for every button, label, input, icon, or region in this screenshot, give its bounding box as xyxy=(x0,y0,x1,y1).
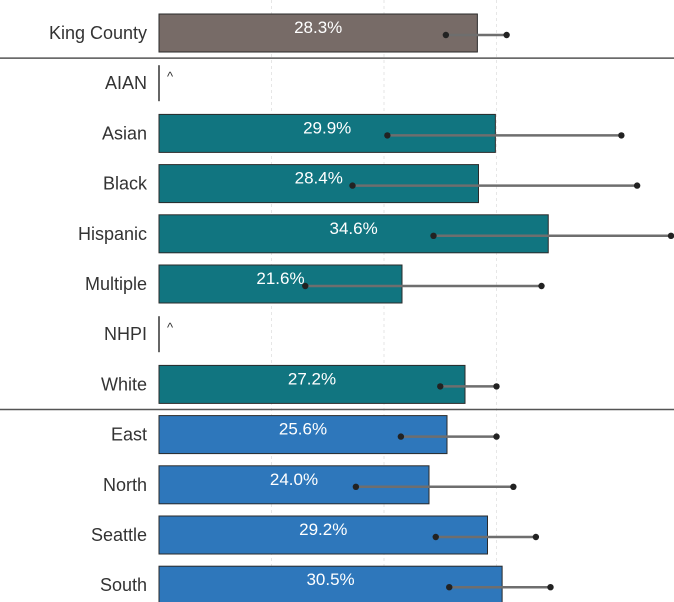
row-black-value-label: 28.4% xyxy=(295,169,343,188)
row-black-ci-low-dot xyxy=(349,182,356,189)
row-king-county-ci-high-dot xyxy=(503,31,510,39)
row-south-bar xyxy=(158,565,503,602)
row-south-ci-low-dot xyxy=(446,584,453,591)
row-asian-value-label: 29.9% xyxy=(303,118,351,137)
row-asian-ci-low-dot xyxy=(384,132,391,139)
row-black-ci-high-dot xyxy=(633,182,641,189)
row-south-value-label: 30.5% xyxy=(306,570,354,589)
row-black-label: Black xyxy=(103,174,148,194)
row-north-ci-high-dot xyxy=(510,483,517,490)
row-multiple-ci-low-dot xyxy=(302,282,309,290)
row-black-bar xyxy=(158,164,479,204)
row-north-value-label: 24.0% xyxy=(270,470,318,489)
row-hispanic-ci-high-dot xyxy=(667,232,674,239)
row-asian-ci-high-dot xyxy=(618,132,625,139)
row-hispanic-value-label: 34.6% xyxy=(330,219,378,238)
row-aian-suppressed-mark: ^ xyxy=(167,69,174,84)
row-seattle-value-label: 29.2% xyxy=(299,520,347,539)
row-hispanic-label: Hispanic xyxy=(78,224,147,244)
row-nhpi-label: NHPI xyxy=(104,324,147,344)
row-north-bar xyxy=(158,465,430,505)
row-seattle-bar xyxy=(158,515,488,555)
row-south-label: South xyxy=(100,575,147,595)
row-aian-label: AIAN xyxy=(105,73,147,93)
row-multiple-value-label: 21.6% xyxy=(256,269,304,288)
row-white-label: White xyxy=(101,374,147,394)
group-separators xyxy=(0,57,674,411)
row-king-county-value-label: 28.3% xyxy=(294,18,342,37)
row-seattle-label: Seattle xyxy=(91,525,147,545)
row-north-label: North xyxy=(103,475,147,495)
row-nhpi-suppressed-mark: ^ xyxy=(167,320,174,335)
row-south-ci-high-dot xyxy=(547,584,554,591)
row-king-county-bar xyxy=(158,13,478,53)
row-multiple-ci-high-dot xyxy=(538,282,545,290)
row-hispanic-ci-low-dot xyxy=(430,232,437,239)
bars: King County 28.3% AIAN ^ Asian 29.9% Black 28.4… xyxy=(49,13,674,602)
row-multiple-bar xyxy=(158,264,403,304)
row-hispanic-bar xyxy=(158,214,549,254)
row-white-value-label: 27.2% xyxy=(288,369,336,388)
row-seattle-ci-high-dot xyxy=(532,533,540,541)
row-east-label: East xyxy=(111,425,147,445)
row-king-county-ci-low-dot xyxy=(442,31,450,39)
row-east-ci-high-dot xyxy=(493,433,500,440)
row-king-county-label: King County xyxy=(49,23,147,43)
row-asian-bar xyxy=(158,113,496,153)
row-east-ci-low-dot xyxy=(397,433,405,440)
row-white-bar xyxy=(158,364,466,404)
row-asian-label: Asian xyxy=(102,123,147,143)
row-white-ci-low-dot xyxy=(437,383,444,390)
row-north-ci-low-dot xyxy=(352,483,360,490)
row-multiple-label: Multiple xyxy=(85,274,147,294)
row-white-ci-high-dot xyxy=(493,383,500,390)
row-east-value-label: 25.6% xyxy=(279,420,327,439)
row-seattle-ci-low-dot xyxy=(432,533,439,541)
